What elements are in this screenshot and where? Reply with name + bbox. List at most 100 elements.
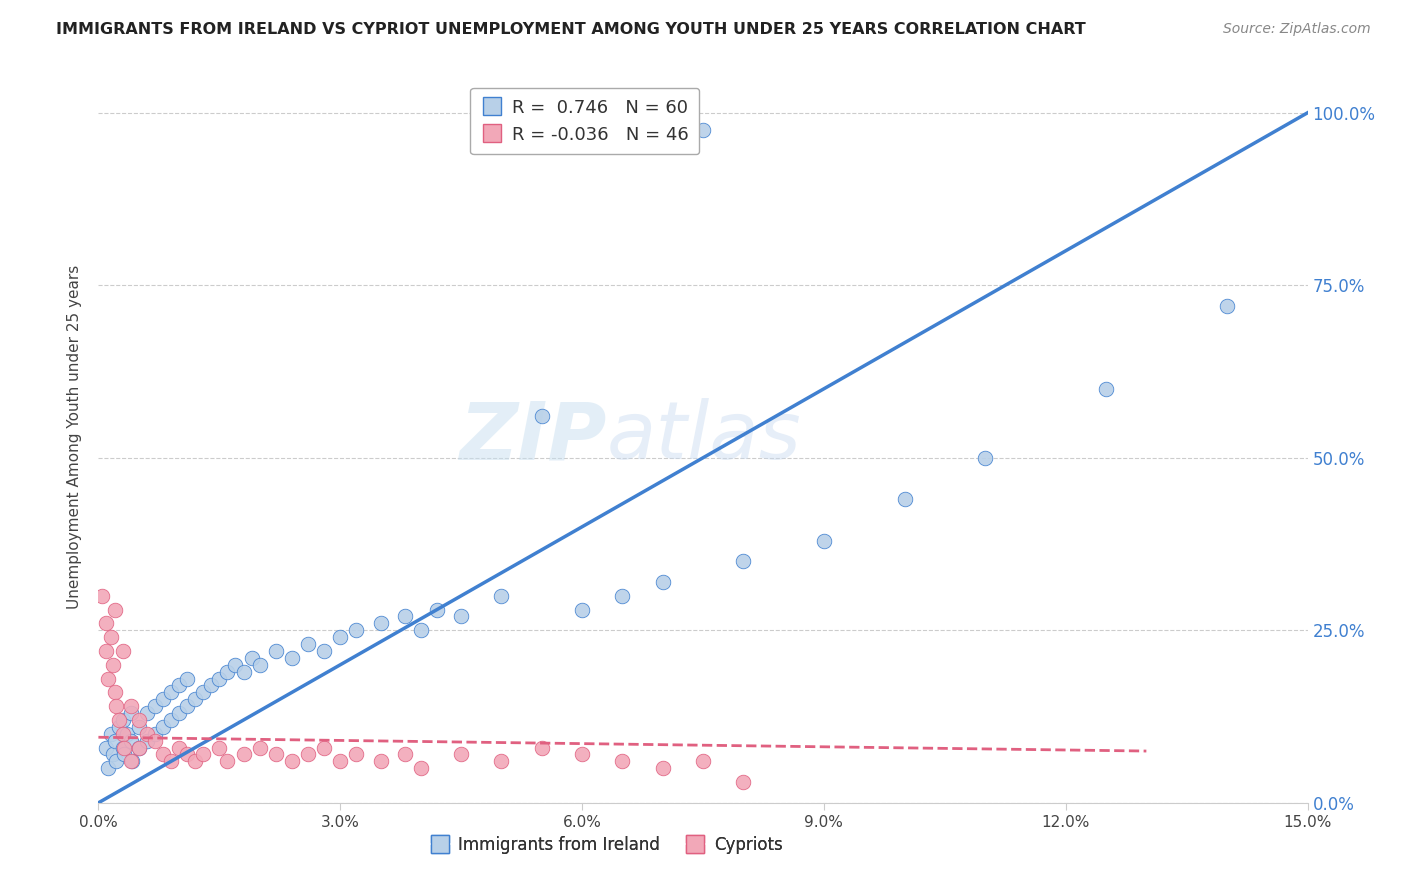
Point: [96, 740, 118, 755]
Point: [370, 616, 392, 631]
Point: [160, 713, 183, 727]
Point: [111, 727, 134, 741]
Point: [167, 706, 190, 720]
Point: [409, 761, 432, 775]
Point: [530, 123, 553, 137]
Point: [692, 755, 714, 769]
Point: [143, 699, 166, 714]
Point: [281, 651, 304, 665]
Point: [193, 747, 215, 762]
Point: [101, 747, 124, 762]
Point: [571, 602, 593, 616]
Point: [329, 630, 352, 644]
Point: [111, 713, 134, 727]
Point: [120, 733, 142, 747]
Point: [240, 651, 263, 665]
Point: [111, 740, 134, 755]
Point: [1216, 299, 1239, 313]
Text: atlas: atlas: [606, 398, 801, 476]
Text: IMMIGRANTS FROM IRELAND VS CYPRIOT UNEMPLOYMENT AMONG YOUTH UNDER 25 YEARS CORRE: IMMIGRANTS FROM IRELAND VS CYPRIOT UNEMP…: [56, 22, 1085, 37]
Point: [184, 692, 207, 706]
Point: [491, 755, 513, 769]
Point: [217, 755, 239, 769]
Point: [107, 720, 129, 734]
Point: [167, 740, 190, 755]
Point: [297, 747, 319, 762]
Point: [893, 492, 915, 507]
Point: [394, 609, 416, 624]
Point: [112, 747, 135, 762]
Point: [100, 727, 122, 741]
Point: [105, 699, 128, 714]
Point: [450, 609, 472, 624]
Point: [813, 533, 835, 548]
Point: [249, 740, 271, 755]
Point: [232, 665, 254, 679]
Point: [160, 685, 183, 699]
Point: [135, 706, 157, 720]
Point: [530, 740, 553, 755]
Point: [105, 755, 128, 769]
Point: [217, 665, 239, 679]
Point: [344, 624, 367, 638]
Point: [176, 672, 198, 686]
Point: [409, 624, 432, 638]
Point: [120, 699, 142, 714]
Point: [1095, 382, 1118, 396]
Text: Source: ZipAtlas.com: Source: ZipAtlas.com: [1223, 22, 1371, 37]
Point: [120, 755, 142, 769]
Point: [101, 657, 124, 672]
Point: [370, 755, 392, 769]
Point: [264, 644, 287, 658]
Legend: Immigrants from Ireland, Cypriots: Immigrants from Ireland, Cypriots: [423, 829, 789, 860]
Point: [103, 685, 125, 699]
Point: [329, 755, 352, 769]
Point: [97, 761, 120, 775]
Point: [450, 747, 472, 762]
Point: [612, 589, 634, 603]
Point: [111, 644, 134, 658]
Point: [91, 589, 114, 603]
Point: [103, 602, 125, 616]
Point: [135, 733, 157, 747]
Point: [120, 706, 142, 720]
Point: [394, 747, 416, 762]
Point: [733, 775, 755, 789]
Point: [152, 692, 174, 706]
Point: [733, 554, 755, 568]
Point: [128, 713, 150, 727]
Point: [97, 672, 120, 686]
Point: [96, 616, 118, 631]
Point: [128, 740, 150, 755]
Point: [651, 761, 673, 775]
Point: [176, 699, 198, 714]
Point: [491, 589, 513, 603]
Point: [314, 644, 336, 658]
Point: [115, 727, 138, 741]
Point: [651, 574, 673, 589]
Y-axis label: Unemployment Among Youth under 25 years: Unemployment Among Youth under 25 years: [67, 265, 83, 609]
Point: [426, 602, 449, 616]
Point: [314, 740, 336, 755]
Point: [176, 747, 198, 762]
Point: [612, 755, 634, 769]
Point: [208, 740, 231, 755]
Point: [224, 657, 246, 672]
Point: [128, 720, 150, 734]
Point: [128, 740, 150, 755]
Point: [143, 733, 166, 747]
Point: [107, 713, 129, 727]
Point: [152, 720, 174, 734]
Point: [193, 685, 215, 699]
Point: [571, 747, 593, 762]
Point: [530, 409, 553, 424]
Point: [184, 755, 207, 769]
Point: [112, 740, 135, 755]
Point: [264, 747, 287, 762]
Point: [100, 630, 122, 644]
Point: [96, 644, 118, 658]
Point: [160, 755, 183, 769]
Point: [974, 450, 997, 465]
Point: [103, 733, 125, 747]
Point: [121, 755, 143, 769]
